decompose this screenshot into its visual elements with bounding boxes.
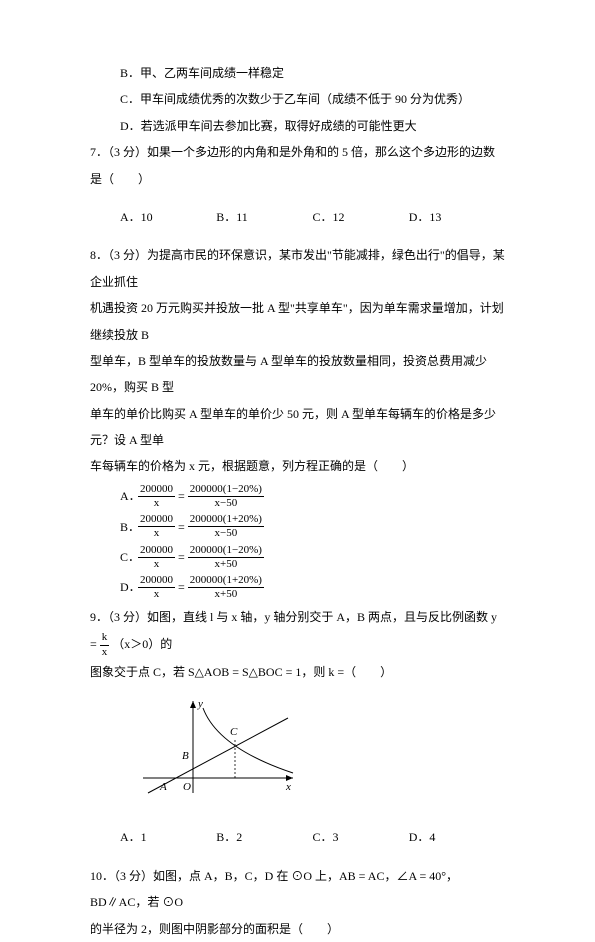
q8-opt-a: A． 200000x = 200000(1−20%)x−50 (90, 483, 505, 510)
equals: = (175, 574, 188, 600)
q8-stem-l3: 型单车，B 型单车的投放数量与 A 型单车的投放数量相同，投资总费用减少 20%… (90, 348, 505, 401)
fraction: 200000(1−20%)x−50 (188, 483, 264, 510)
fraction: 200000x (138, 483, 175, 510)
fraction: 200000x (138, 513, 175, 540)
opt-label: A． (120, 483, 138, 509)
label-b: B (182, 750, 189, 762)
label-a: A (159, 781, 167, 793)
q8-stem-l2: 机遇投资 20 万元购买并投放一批 A 型"共享单车"，因为单车需求量增加，计划… (90, 295, 505, 348)
opt-label: C． (120, 544, 138, 570)
q8-stem-l1: 8．（3 分）为提高市民的环保意识，某市发出"节能减排，绿色出行"的倡导，某企业… (90, 242, 505, 295)
q8-stem-l4: 单车的单价比购买 A 型单车的单价少 50 元，则 A 型单车每辆车的价格是多少… (90, 401, 505, 454)
q9-d: D．4 (409, 824, 505, 850)
q10-stem-l2: 的半径为 2，则图中阴影部分的面积是（ ） (90, 916, 505, 942)
q7-c: C．12 (313, 204, 409, 230)
k-over-x: kx (100, 631, 110, 658)
q9-a: A．1 (120, 824, 216, 850)
q7-d: D．13 (409, 204, 505, 230)
q10-stem-l1: 10．（3 分）如图，点 A，B，C，D 在 ⊙O 上，AB = AC，∠A =… (90, 863, 505, 916)
q9-graph: A B C O x y (138, 693, 505, 812)
hyperbola (203, 708, 293, 773)
line-l (148, 718, 288, 793)
q8-opt-b: B． 200000x = 200000(1+20%)x−50 (90, 513, 505, 540)
q9-stem-l1: 9．（3 分）如图，直线 l 与 x 轴，y 轴分别交于 A，B 两点，且与反比… (90, 604, 505, 658)
equals: = (175, 514, 188, 540)
q6-opt-b: B．甲、乙两车间成绩一样稳定 (90, 60, 505, 86)
q8-opt-d: D． 200000x = 200000(1+20%)x+50 (90, 574, 505, 601)
q7-stem: 7．（3 分）如果一个多边形的内角和是外角和的 5 倍，那么这个多边形的边数是（… (90, 139, 505, 192)
opt-label: D． (120, 574, 138, 600)
y-arrow (190, 701, 196, 708)
q9-text-b: （x＞0）的 (112, 637, 172, 651)
q7-b: B．11 (216, 204, 312, 230)
label-o: O (183, 781, 191, 793)
equals: = (175, 544, 188, 570)
label-x: x (285, 781, 291, 793)
fraction: 200000(1+20%)x+50 (188, 574, 264, 601)
q9-stem-l2: 图象交于点 C，若 S△AOB = S△BOC = 1，则 k =（ ） (90, 659, 505, 685)
fraction: 200000x (138, 544, 175, 571)
q6-opt-d: D．若选派甲车间去参加比赛，取得好成绩的可能性更大 (90, 113, 505, 139)
opt-label: B． (120, 514, 138, 540)
label-y: y (197, 698, 203, 710)
fraction: 200000(1−20%)x+50 (188, 544, 264, 571)
q7-options: A．10 B．11 C．12 D．13 (90, 204, 505, 230)
fraction: 200000(1+20%)x−50 (188, 513, 264, 540)
equals: = (175, 483, 188, 509)
q9-c: C．3 (313, 824, 409, 850)
q6-opt-c: C．甲车间成绩优秀的次数少于乙车间（成绩不低于 90 分为优秀） (90, 86, 505, 112)
fraction: 200000x (138, 574, 175, 601)
q8-stem-l5: 车每辆车的价格为 x 元，根据题意，列方程正确的是（ ） (90, 453, 505, 479)
q8-opt-c: C． 200000x = 200000(1−20%)x+50 (90, 544, 505, 571)
label-c: C (230, 726, 238, 738)
q9-b: B．2 (216, 824, 312, 850)
q7-a: A．10 (120, 204, 216, 230)
q9-options: A．1 B．2 C．3 D．4 (90, 824, 505, 850)
